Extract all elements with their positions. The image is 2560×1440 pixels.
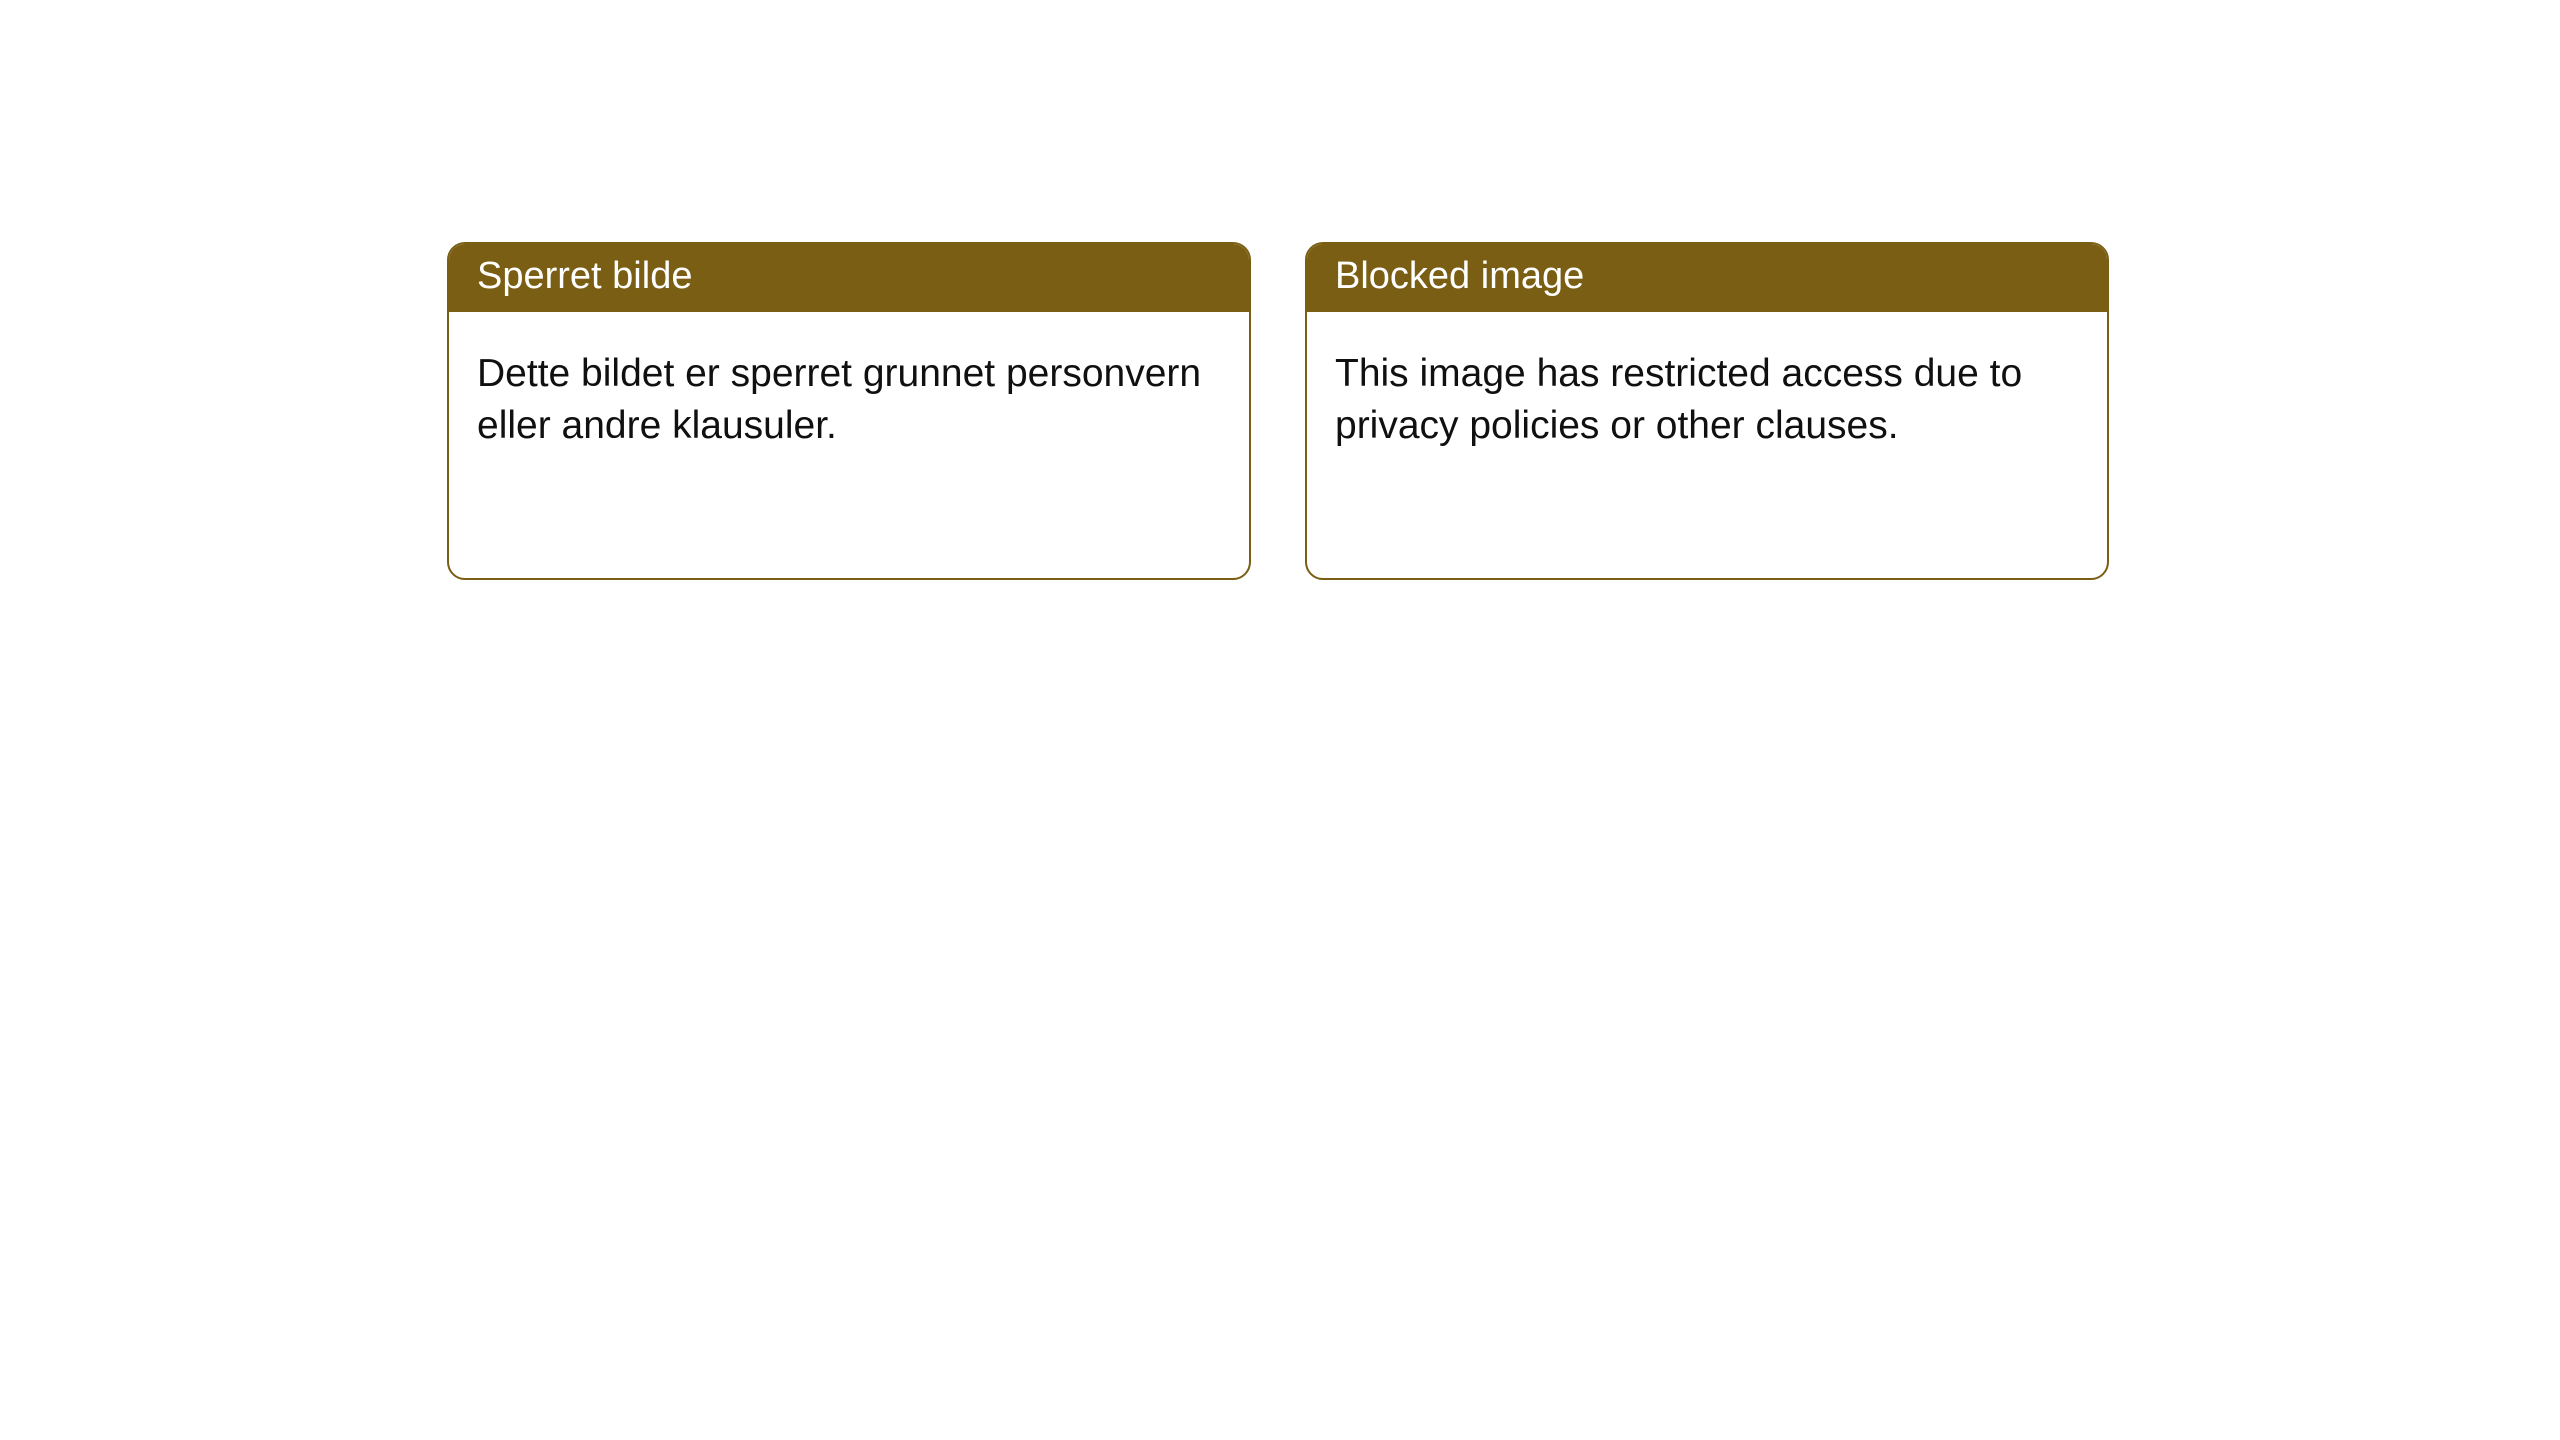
notice-container: Sperret bilde Dette bildet er sperret gr…: [0, 0, 2560, 580]
notice-title: Blocked image: [1335, 255, 1584, 297]
notice-body: Dette bildet er sperret grunnet personve…: [449, 312, 1249, 489]
notice-card-english: Blocked image This image has restricted …: [1305, 242, 2109, 580]
notice-body: This image has restricted access due to …: [1307, 312, 2107, 489]
notice-title: Sperret bilde: [477, 255, 692, 297]
notice-header: Blocked image: [1307, 244, 2107, 312]
notice-header: Sperret bilde: [449, 244, 1249, 312]
notice-message: This image has restricted access due to …: [1335, 352, 2022, 448]
notice-message: Dette bildet er sperret grunnet personve…: [477, 352, 1201, 448]
notice-card-norwegian: Sperret bilde Dette bildet er sperret gr…: [447, 242, 1251, 580]
